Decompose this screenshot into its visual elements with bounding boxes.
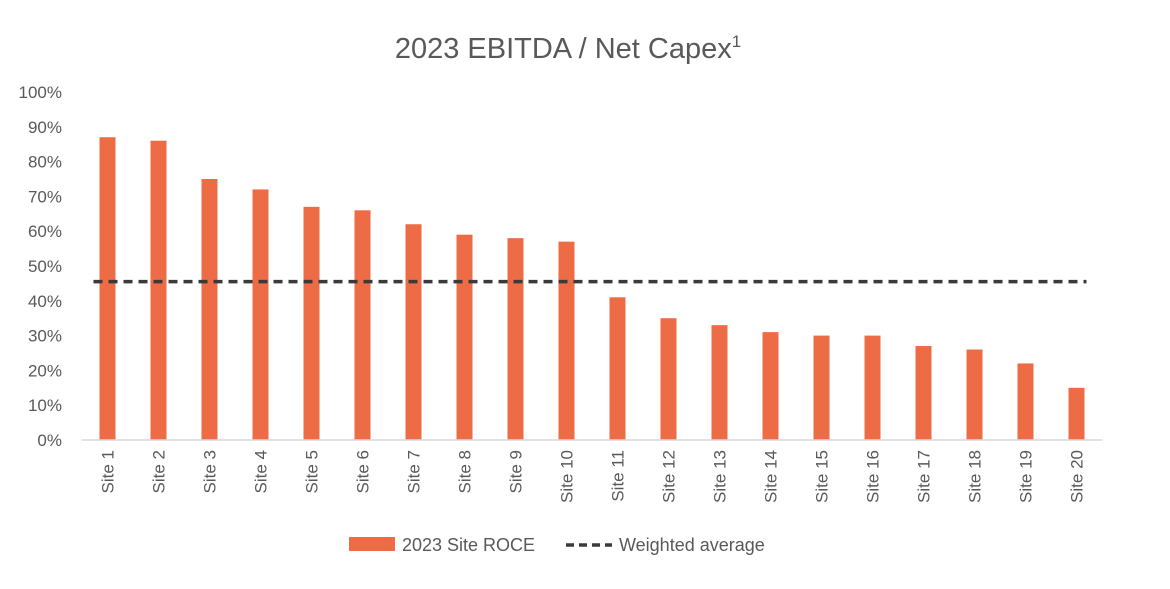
bar [405,224,422,440]
bar [762,332,779,440]
bar [966,349,983,440]
x-tick-label: Site 20 [1068,450,1087,503]
bar [711,325,728,440]
bar [915,346,932,440]
y-tick-label: 90% [28,118,62,137]
x-tick-label: Site 9 [507,450,526,493]
x-tick-label: Site 8 [456,450,475,493]
bar-series [99,137,1085,441]
y-tick-label: 20% [28,361,62,380]
chart-title-superscript: 1 [732,32,741,51]
x-tick-label: Site 2 [150,450,169,493]
y-tick-label: 0% [37,431,62,450]
x-tick-label: Site 5 [303,450,322,493]
bar [150,140,167,440]
legend-label-roce: 2023 Site ROCE [402,535,535,555]
bar [99,137,116,441]
x-tick-label: Site 14 [762,450,781,503]
y-tick-label: 40% [28,292,62,311]
y-tick-label: 100% [19,83,62,102]
x-tick-label: Site 6 [354,450,373,493]
bar [354,210,371,440]
legend-label-weighted-average: Weighted average [619,535,765,555]
legend-bar-swatch [349,537,395,551]
bar [558,241,575,440]
chart-title-main: 2023 EBITDA / Net Capex [395,33,732,65]
y-tick-label: 10% [28,396,62,415]
y-tick-label: 30% [28,327,62,346]
x-tick-label: Site 18 [966,450,985,503]
bar [1017,363,1034,440]
x-tick-label: Site 19 [1017,450,1036,503]
x-tick-label: Site 7 [405,450,424,493]
x-tick-label: Site 12 [660,450,679,503]
x-tick-label: Site 11 [609,450,628,502]
bar [201,179,218,440]
bar [864,335,881,440]
y-tick-label: 70% [28,187,62,206]
bar [507,238,524,440]
x-tick-label: Site 13 [711,450,730,503]
y-tick-label: 80% [28,153,62,172]
bar [456,234,473,440]
chart-title: 2023 EBITDA / Net Capex1 [395,32,741,65]
x-axis: Site 1 Site 2 Site 3 Site 4 Site 5 Site 6 Site… [99,450,1087,503]
bar [303,206,320,440]
bar [1068,387,1085,440]
y-axis: 0% 10% 20% 30% 40% 50% 60% 70% 80% 90% 100% [19,83,62,450]
x-tick-label: Site 16 [864,450,883,503]
y-tick-label: 60% [28,222,62,241]
x-tick-label: Site 3 [201,450,220,493]
y-tick-label: 50% [28,257,62,276]
bar [609,297,626,440]
x-tick-label: Site 10 [558,450,577,503]
bar [813,335,830,440]
bar [252,189,269,440]
bar [660,318,677,440]
x-tick-label: Site 1 [99,450,118,493]
legend: 2023 Site ROCE Weighted average [349,535,765,555]
x-tick-label: Site 15 [813,450,832,503]
x-tick-label: Site 4 [252,450,271,493]
x-tick-label: Site 17 [915,450,934,503]
